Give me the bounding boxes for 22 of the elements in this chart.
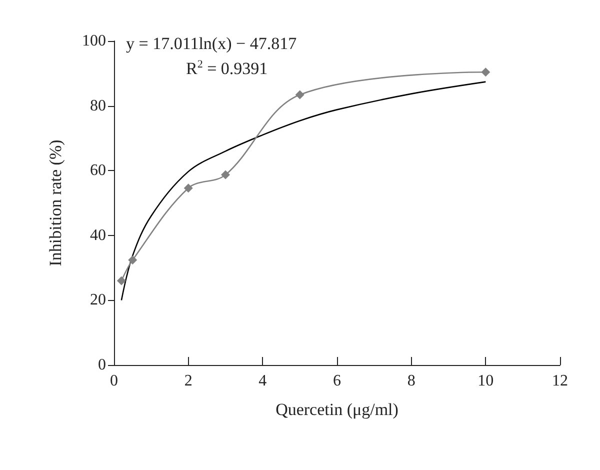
y-tick-label: 100: [82, 32, 106, 50]
annotation: y = 17.011ln(x) − 47.817: [126, 34, 298, 53]
point: [116, 276, 126, 286]
x-tick-label: 0: [110, 372, 118, 390]
point: [184, 184, 193, 193]
x-tick-label: 8: [407, 372, 416, 390]
y-tick-label: 60: [90, 162, 106, 180]
x-tick-label: 10: [478, 372, 494, 390]
point: [481, 68, 490, 77]
y-tick-label: 20: [90, 292, 106, 309]
y-tick-label: 80: [90, 97, 106, 114]
x-tick-label: 4: [258, 372, 267, 390]
x-tick-label: 12: [552, 372, 568, 390]
y-axis-title: Inhibition rate (%): [46, 140, 65, 266]
x-tick-label: 2: [184, 372, 192, 390]
point: [128, 256, 138, 265]
x-tick-label: 6: [333, 372, 341, 390]
point: [295, 90, 304, 100]
y-tick-label: 0: [98, 356, 106, 374]
point: [221, 170, 230, 180]
y-tick-label: 40: [90, 226, 106, 244]
x-axis-title: Quercetin (μg/ml): [276, 400, 398, 419]
